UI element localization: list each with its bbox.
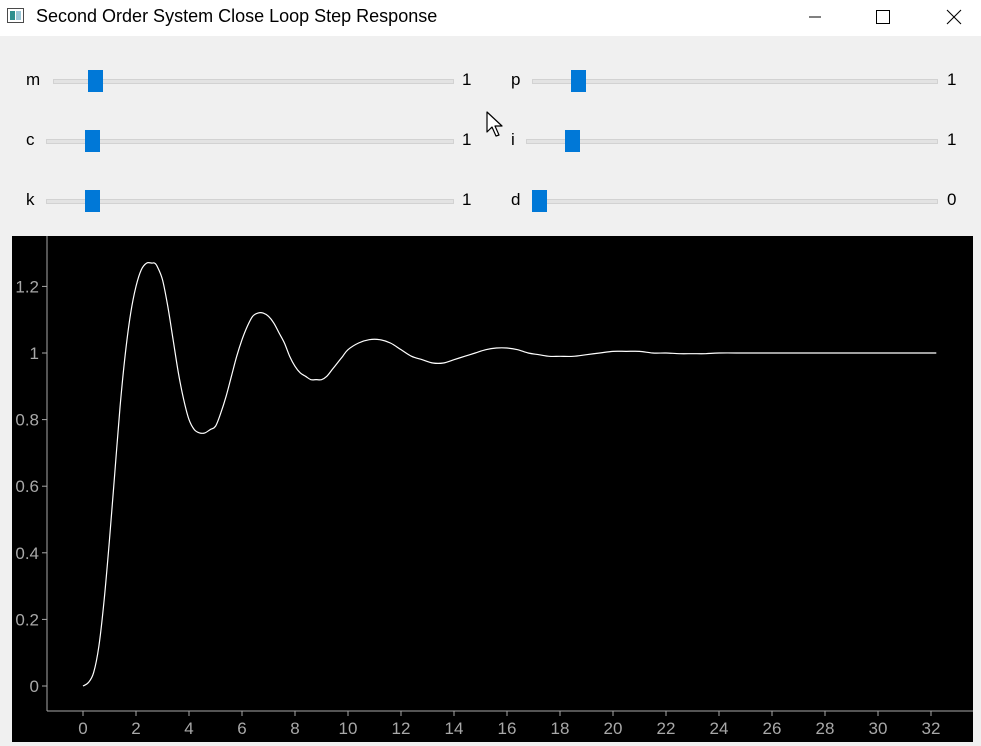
x-tick-label: 0	[78, 719, 87, 738]
series-line-0	[82, 262, 937, 687]
window-title: Second Order System Close Loop Step Resp…	[36, 6, 438, 26]
x-tick-label: 2	[131, 719, 140, 738]
slider-value-i: 1	[947, 130, 957, 149]
title-bar[interactable]: Second Order System Close Loop Step Resp…	[0, 0, 981, 36]
slider-label-d: d	[511, 190, 521, 209]
x-tick-label: 20	[604, 719, 623, 738]
slider-track-k[interactable]	[46, 199, 454, 204]
slider-label-c: c	[26, 130, 35, 149]
minimize-icon	[809, 16, 821, 18]
slider-value-k: 1	[462, 190, 472, 209]
plot-area[interactable]: 0 2 4 6 8 10 12 14 16 18 20 22 24 26 28 30 32 0 0.2 0.4 0.6 0…	[12, 236, 973, 742]
slider-handle-k[interactable]	[85, 190, 100, 212]
x-tick-label: 4	[184, 719, 193, 738]
slider-handle-p[interactable]	[571, 70, 586, 92]
maximize-button[interactable]	[860, 0, 906, 34]
slider-handle-i[interactable]	[565, 130, 580, 152]
slider-track-c[interactable]	[46, 139, 454, 144]
slider-row-d: d 0	[490, 188, 981, 218]
slider-track-i[interactable]	[526, 139, 938, 144]
maximize-icon	[876, 10, 890, 24]
app-icon	[7, 8, 24, 23]
pointer-cursor-icon	[486, 111, 503, 137]
x-tick-label: 6	[237, 719, 246, 738]
slider-handle-m[interactable]	[88, 70, 103, 92]
slider-row-k: k 1	[0, 188, 490, 218]
y-tick-label: 0.8	[15, 411, 39, 430]
x-tick-label: 22	[657, 719, 676, 738]
x-tick-label: 32	[922, 719, 941, 738]
step-response-chart: 0 2 4 6 8 10 12 14 16 18 20 22 24 26 28 30 3200.20.40.60…	[15, 236, 973, 738]
minimize-button[interactable]	[792, 0, 838, 34]
x-tick-label: 8	[290, 719, 299, 738]
y-tick-label: 0.6	[15, 477, 39, 496]
slider-row-m: m 1	[0, 68, 490, 98]
slider-label-i: i	[511, 130, 515, 149]
x-tick-label: 14	[445, 719, 464, 738]
x-tick-label: 16	[498, 719, 517, 738]
close-icon	[946, 9, 962, 25]
slider-track-d[interactable]	[532, 199, 938, 204]
y-tick-label: 0	[30, 677, 39, 696]
x-tick-label: 26	[763, 719, 782, 738]
slider-value-m: 1	[462, 70, 472, 89]
slider-label-p: p	[511, 70, 521, 89]
slider-label-k: k	[26, 190, 35, 209]
y-tick-label: 0.2	[15, 610, 39, 629]
slider-value-d: 0	[947, 190, 957, 209]
y-tick-label: 1	[30, 344, 39, 363]
slider-value-p: 1	[947, 70, 957, 89]
x-tick-label: 12	[392, 719, 411, 738]
slider-row-p: p 1	[490, 68, 981, 98]
slider-track-p[interactable]	[532, 79, 938, 84]
y-tick-label: 0.4	[15, 544, 39, 563]
x-tick-label: 30	[869, 719, 888, 738]
slider-handle-d[interactable]	[532, 190, 547, 212]
x-tick-label: 18	[551, 719, 570, 738]
slider-row-i: i 1	[490, 128, 981, 158]
slider-label-m: m	[26, 70, 41, 89]
close-button[interactable]	[931, 0, 977, 34]
y-tick-label: 1.2	[15, 277, 39, 296]
slider-track-m[interactable]	[53, 79, 454, 84]
slider-handle-c[interactable]	[85, 130, 100, 152]
slider-value-c: 1	[462, 130, 472, 149]
x-tick-label: 10	[339, 719, 358, 738]
x-tick-label: 28	[816, 719, 835, 738]
slider-row-c: c 1	[0, 128, 490, 158]
x-tick-label: 24	[710, 719, 729, 738]
